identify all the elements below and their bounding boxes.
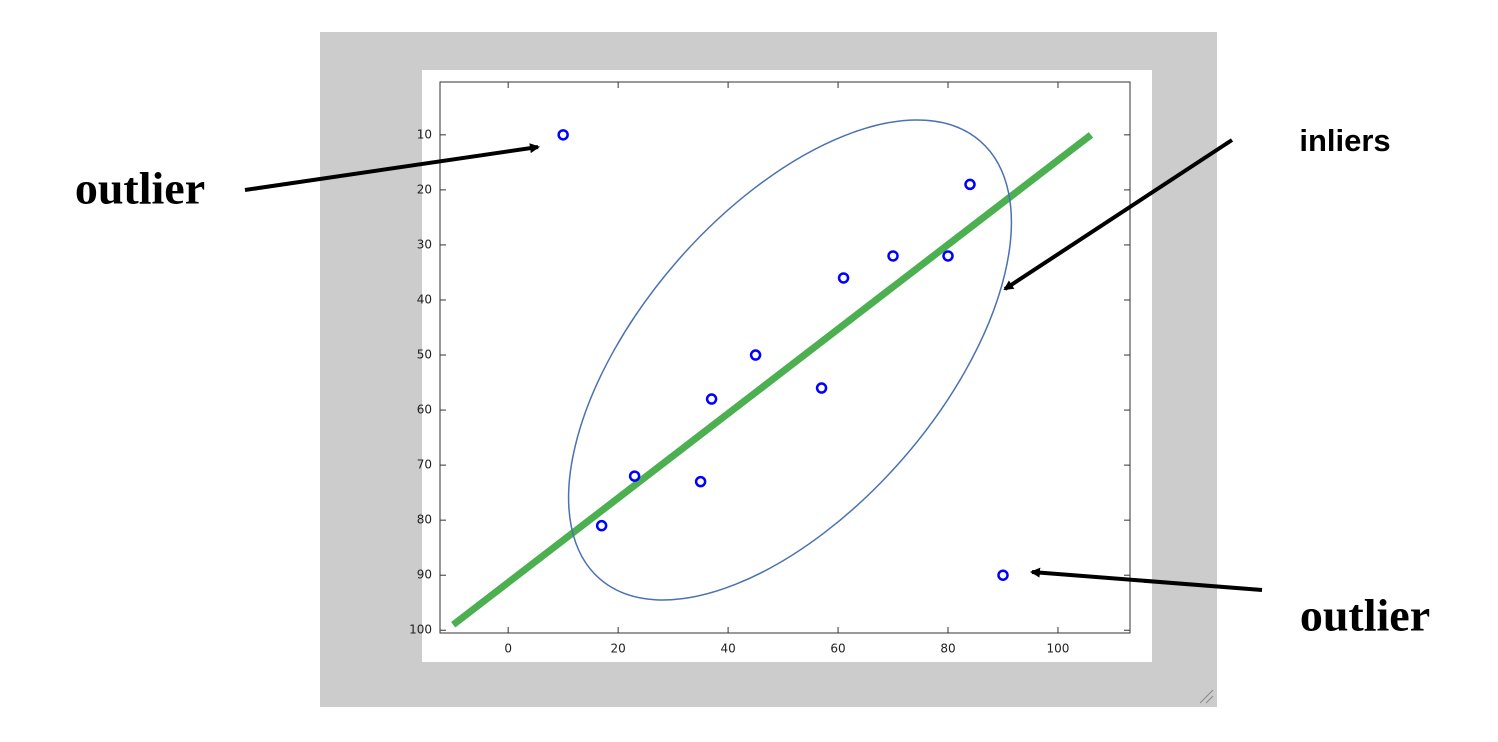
annotation: outlier <box>1300 590 1430 641</box>
data-point <box>694 475 707 488</box>
data-point <box>942 250 954 262</box>
y-tick-label: 80 <box>417 513 432 527</box>
arrow <box>244 143 540 192</box>
inlier-ellipse <box>567 119 1013 601</box>
annotation: outlier <box>75 163 205 214</box>
x-tick-label: 80 <box>940 642 955 656</box>
axes-box <box>439 81 1131 634</box>
arrow <box>1030 567 1263 592</box>
data-point <box>595 519 608 532</box>
y-tick-label: 10 <box>417 127 432 141</box>
arrows <box>244 138 1263 592</box>
data-point <box>887 250 899 262</box>
arrow <box>1003 138 1234 291</box>
x-tick-label: 100 <box>1047 642 1070 656</box>
data-point <box>837 272 850 284</box>
data-point <box>628 470 641 482</box>
y-tick-label: 20 <box>417 182 432 196</box>
data-point <box>557 129 569 141</box>
x-tick-label: 20 <box>610 642 625 656</box>
data-point <box>815 382 828 394</box>
data-point <box>997 569 1009 581</box>
y-tick-label: 30 <box>417 237 432 251</box>
y-tick-label: 70 <box>417 458 432 472</box>
y-tick-label: 100 <box>409 623 432 637</box>
x-tick-label: 40 <box>720 642 735 656</box>
x-tick-label: 0 <box>504 642 512 656</box>
resize-grip <box>1199 689 1214 704</box>
fit-line <box>451 132 1094 628</box>
data-point <box>705 393 718 405</box>
y-tick-label: 60 <box>417 403 432 417</box>
x-tick-label: 60 <box>830 642 845 656</box>
y-tick-label: 90 <box>417 568 432 582</box>
plot-area: 0 20 40 60 80 100 10 20 30 40 50 60 70 80 90 100 <box>409 82 1130 656</box>
y-tick-label: 40 <box>417 292 432 306</box>
data-point <box>964 178 976 191</box>
annotation: inliers <box>1299 123 1390 158</box>
y-tick-label: 50 <box>417 348 432 362</box>
data-point <box>749 349 762 361</box>
